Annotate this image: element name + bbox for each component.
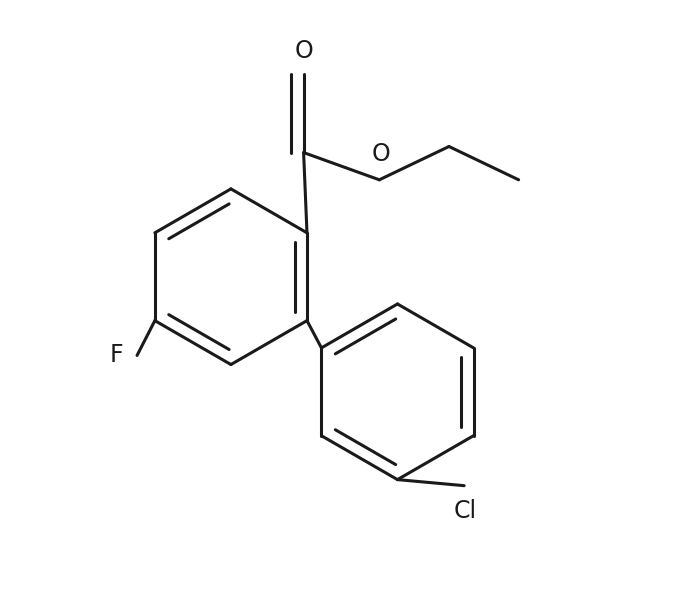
Text: F: F xyxy=(110,343,124,367)
Text: O: O xyxy=(294,39,313,63)
Text: O: O xyxy=(371,142,390,166)
Text: Cl: Cl xyxy=(454,499,477,523)
